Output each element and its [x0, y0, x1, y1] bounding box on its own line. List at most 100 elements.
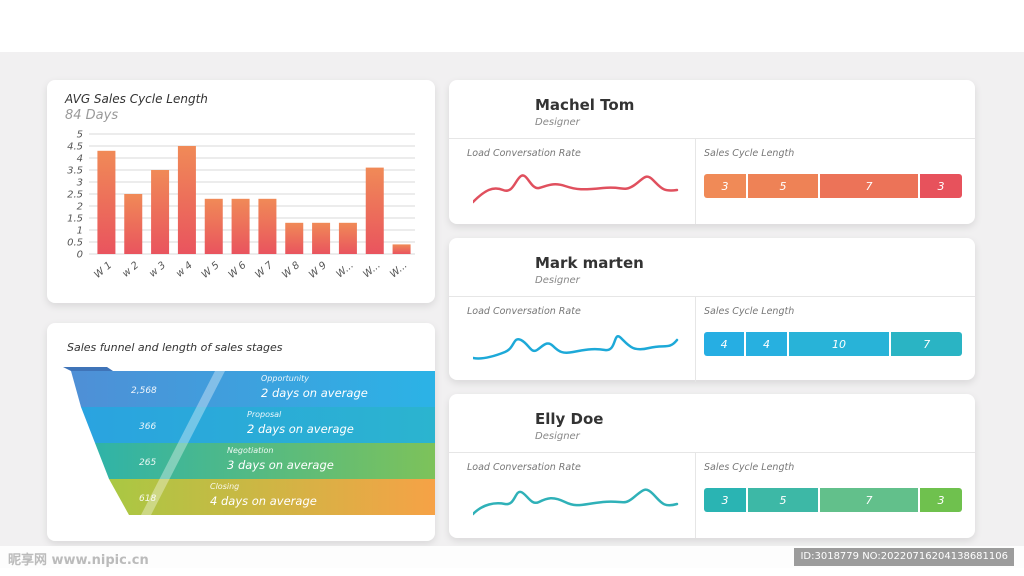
funnel-stage: [81, 407, 435, 443]
bar: [392, 244, 411, 254]
funnel-stage-count: 2,568: [131, 386, 157, 396]
funnel-stage-name: Closing: [210, 482, 239, 491]
sales-cycle-segment: 3: [920, 488, 962, 512]
funnel-stage-duration: 3 days on average: [227, 458, 334, 472]
load-conversation-label: Load Conversation Rate: [467, 148, 581, 159]
watermark-site: 昵享网 www.nipic.cn: [8, 553, 149, 568]
x-tick-label: w 2: [121, 260, 142, 280]
person-card-machel-tom: Machel Tom Designer Load Conversation Ra…: [449, 80, 975, 224]
sales-cycle-segment: 3: [704, 174, 746, 198]
bar: [258, 198, 277, 254]
y-tick-label: 1.5: [67, 214, 83, 225]
y-tick-label: 4: [77, 154, 83, 165]
load-conversation-sparkline: [473, 174, 679, 204]
bar: [312, 222, 331, 254]
sales-cycle-label: Sales Cycle Length: [704, 462, 795, 473]
sales-cycle-segment: 3: [704, 488, 746, 512]
sales-funnel-card: Sales funnel and length of sales stages …: [47, 323, 435, 541]
watermark-id: ID:3018779 NO:20220716204138681106: [794, 548, 1014, 566]
bar: [97, 150, 116, 254]
bar: [124, 194, 143, 254]
person-card-mark-marten: Mark marten Designer Load Conversation R…: [449, 238, 975, 382]
x-tick-label: W...: [361, 260, 382, 280]
person-name: Elly Doe: [535, 410, 604, 428]
sales-cycle-segment: 4: [746, 332, 787, 356]
x-tick-label: w 4: [174, 260, 195, 280]
y-tick-label: 2: [77, 202, 83, 213]
x-tick-label: W 5: [200, 260, 222, 281]
load-conversation-label: Load Conversation Rate: [467, 462, 581, 473]
sales-cycle-segment: 4: [704, 332, 745, 356]
sales-funnel: 2,568 Opportunity 2 days on average 366 Prop…: [63, 367, 435, 515]
funnel-stage: [109, 479, 435, 515]
load-conversation-sparkline: [473, 488, 679, 516]
person-role: Designer: [535, 275, 580, 286]
bar: [231, 198, 250, 254]
funnel-stage-duration: 2 days on average: [247, 422, 354, 436]
divider: [449, 452, 975, 453]
bar: [151, 170, 170, 254]
y-tick-label: 3: [77, 178, 83, 189]
sales-cycle-chart-card: AVG Sales Cycle Length 84 Days 5 4.5 4 3.5 3…: [47, 80, 435, 303]
bar: [285, 222, 304, 254]
divider: [695, 296, 696, 382]
chart-title: AVG Sales Cycle Length: [65, 92, 208, 106]
sales-cycle-segment: 7: [820, 174, 918, 198]
divider: [449, 138, 975, 139]
y-tick-label: 2.5: [67, 190, 83, 201]
y-tick-label: 0: [77, 250, 83, 261]
divider: [695, 138, 696, 224]
x-tick-label: W 9: [307, 260, 329, 281]
funnel-stage-count: 366: [139, 422, 156, 432]
funnel-stage-duration: 4 days on average: [210, 494, 317, 508]
funnel-title: Sales funnel and length of sales stages: [67, 341, 283, 354]
divider: [695, 452, 696, 538]
x-tick-label: W 8: [280, 260, 302, 281]
person-role: Designer: [535, 431, 580, 442]
person-name: Machel Tom: [535, 96, 635, 114]
bottom-bar: [0, 568, 1024, 576]
load-conversation-label: Load Conversation Rate: [467, 306, 581, 317]
funnel-stage: [95, 443, 435, 479]
watermark-bar: 昵享网 www.nipic.cn ID:3018779 NO:202207162…: [0, 546, 1024, 568]
bar: [204, 198, 223, 254]
x-tick-label: W 6: [227, 260, 249, 281]
funnel-stage-count: 618: [139, 494, 156, 504]
sales-cycle-segment: 7: [820, 488, 918, 512]
person-role: Designer: [535, 117, 580, 128]
sales-cycle-segment: 3: [920, 174, 962, 198]
x-tick-label: W 1: [92, 260, 114, 281]
funnel-stage-count: 265: [139, 458, 156, 468]
funnel-stage-name: Proposal: [247, 410, 282, 419]
sales-cycle-label: Sales Cycle Length: [704, 148, 795, 159]
funnel-stage: [71, 371, 435, 407]
sales-cycle-segment: 10: [788, 332, 890, 356]
x-tick-label: W...: [335, 260, 356, 280]
sales-cycle-segment: 5: [748, 488, 818, 512]
y-tick-label: 3.5: [67, 166, 83, 177]
chart-subtitle: 84 Days: [65, 108, 119, 123]
load-conversation-sparkline: [473, 335, 679, 360]
x-tick-label: w 3: [147, 260, 168, 280]
bar: [177, 146, 196, 254]
bar: [365, 167, 384, 254]
bar: [338, 222, 357, 254]
top-bar: [0, 0, 1024, 52]
sales-cycle-segment: 7: [891, 332, 962, 356]
x-tick-label: W...: [388, 260, 409, 280]
funnel-highlight: [141, 371, 225, 515]
x-tick-label: W 7: [253, 259, 275, 280]
y-tick-label: 1: [77, 226, 83, 237]
funnel-stage-duration: 2 days on average: [261, 386, 368, 400]
funnel-stage-name: Negotiation: [227, 446, 273, 455]
sales-cycle-segment: 5: [748, 174, 818, 198]
y-tick-label: 5: [77, 130, 83, 141]
sales-cycle-segments: 4 4 10 7: [704, 332, 964, 356]
divider: [449, 296, 975, 297]
y-tick-label: 4.5: [67, 142, 83, 153]
sales-cycle-label: Sales Cycle Length: [704, 306, 795, 317]
person-card-elly-doe: Elly Doe Designer Load Conversation Rate…: [449, 394, 975, 538]
y-tick-label: 0.5: [67, 238, 83, 249]
